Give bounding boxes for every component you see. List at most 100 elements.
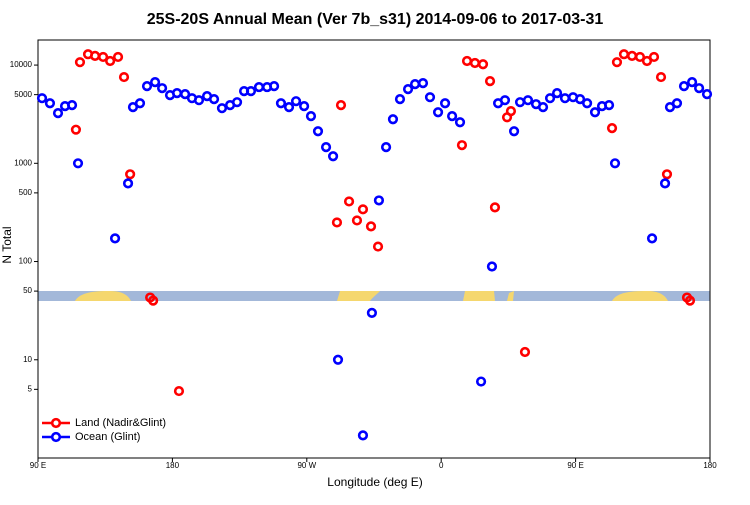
data-point xyxy=(508,126,520,137)
data-point xyxy=(351,215,363,226)
data-point xyxy=(44,98,56,109)
data-point xyxy=(98,51,109,63)
data-point xyxy=(537,102,549,113)
data-point xyxy=(109,233,121,244)
data-point xyxy=(456,140,468,151)
data-point xyxy=(686,76,698,88)
data-point xyxy=(125,169,136,180)
data-point xyxy=(409,79,421,90)
data-point xyxy=(439,98,451,109)
data-point xyxy=(671,98,683,109)
data-point xyxy=(484,75,496,87)
land-strip xyxy=(38,291,710,301)
data-point xyxy=(52,108,64,119)
data-point xyxy=(332,354,344,365)
data-point xyxy=(283,102,295,113)
data-point xyxy=(149,76,161,88)
y-tick-label: 100 xyxy=(19,257,33,266)
data-point xyxy=(603,100,615,111)
data-point xyxy=(70,124,82,135)
data-point xyxy=(574,94,586,105)
data-point xyxy=(268,80,280,92)
data-point xyxy=(156,83,168,94)
data-point xyxy=(253,81,265,93)
data-point xyxy=(275,98,287,109)
data-point xyxy=(646,233,658,244)
data-point xyxy=(365,221,377,232)
data-point xyxy=(373,195,385,206)
y-tick-label: 500 xyxy=(19,188,33,197)
y-axis-label: N Total xyxy=(0,226,14,263)
data-point xyxy=(447,111,458,122)
data-point xyxy=(343,196,355,207)
data-point xyxy=(684,295,696,306)
chart-title: 25S-20S Annual Mean (Ver 7b_s31) 2014-09… xyxy=(147,11,604,28)
data-point xyxy=(327,151,339,162)
data-point xyxy=(626,50,638,61)
data-point xyxy=(489,202,501,213)
data-point xyxy=(312,126,324,137)
x-tick-label: 180 xyxy=(166,461,180,470)
x-tick-label: 90 E xyxy=(567,461,583,470)
data-point xyxy=(519,346,531,358)
data-point xyxy=(611,57,623,68)
data-point xyxy=(331,217,343,228)
x-tick-label: 90 W xyxy=(297,461,316,470)
data-point xyxy=(320,142,332,153)
data-point xyxy=(118,71,130,83)
plot-frame xyxy=(37,39,711,459)
y-tick-label: 5 xyxy=(28,384,33,393)
data-point xyxy=(89,50,101,61)
data-point xyxy=(208,94,220,105)
x-axis-label: Longitude (deg E) xyxy=(327,475,422,489)
data-point xyxy=(424,92,436,103)
data-point xyxy=(74,57,86,68)
data-point xyxy=(357,430,369,441)
data-point xyxy=(432,107,444,118)
data-point xyxy=(173,385,185,397)
data-point xyxy=(514,97,526,108)
y-tick-label: 1000 xyxy=(14,158,32,167)
data-point xyxy=(544,93,556,104)
data-point xyxy=(551,88,563,99)
legend-label: Ocean (Glint) xyxy=(75,431,140,443)
data-point xyxy=(305,111,317,122)
data-point xyxy=(216,103,228,114)
y-tick-label: 5000 xyxy=(14,90,32,99)
data-point xyxy=(72,158,84,169)
x-tick-label: 180 xyxy=(703,461,717,470)
data-point xyxy=(634,51,646,63)
data-point xyxy=(661,169,673,180)
legend-marker xyxy=(50,417,62,429)
data-point xyxy=(290,96,302,107)
data-point xyxy=(122,178,134,189)
data-point xyxy=(693,83,705,94)
data-point xyxy=(522,95,534,106)
data-point xyxy=(606,123,618,134)
data-point xyxy=(380,142,392,153)
data-point xyxy=(394,94,406,105)
data-point xyxy=(701,89,713,100)
data-point xyxy=(335,100,347,111)
data-point xyxy=(477,59,489,70)
data-point xyxy=(141,80,153,92)
x-tick-label: 0 xyxy=(439,461,444,470)
data-point xyxy=(231,97,243,108)
data-point xyxy=(299,101,310,112)
data-point xyxy=(372,241,384,252)
data-point xyxy=(193,95,205,106)
data-point xyxy=(461,55,473,67)
y-tick-label: 10 xyxy=(23,355,32,364)
y-tick-label: 10000 xyxy=(10,60,33,69)
legend-label: Land (Nadir&Glint) xyxy=(75,417,166,429)
data-point xyxy=(148,295,159,306)
legend-marker xyxy=(50,431,62,443)
y-tick-label: 50 xyxy=(23,286,32,295)
data-point xyxy=(134,98,146,109)
data-point xyxy=(245,86,257,97)
data-point xyxy=(499,95,511,106)
data-point xyxy=(559,93,571,104)
data-point xyxy=(641,55,653,67)
data-point xyxy=(417,78,429,89)
